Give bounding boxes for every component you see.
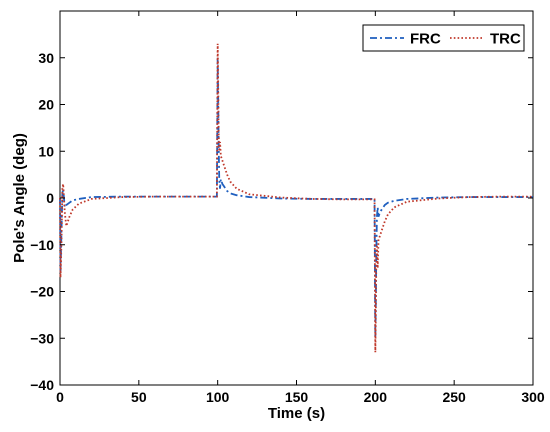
x-axis-label: Time (s) <box>268 405 325 422</box>
x-tick-label: 100 <box>206 389 230 405</box>
series-line-trc <box>59 43 533 353</box>
legend: FRC TRC <box>362 24 525 52</box>
y-tick-label: 0 <box>46 190 54 206</box>
y-tick-label: 30 <box>38 50 54 66</box>
y-tick-label: −40 <box>30 377 54 393</box>
series-layer <box>59 43 533 353</box>
axes-layer: 0 50 100 150 200 250 300 −40 −30 −20 −10 0 10 20 30 <box>30 11 545 405</box>
x-tick-label: 300 <box>521 389 545 405</box>
legend-label-trc: TRC <box>490 31 521 48</box>
y-axis-label: Pole's Angle (deg) <box>11 133 28 263</box>
y-tick-label: −30 <box>30 330 54 346</box>
legend-label-frc: FRC <box>410 31 441 48</box>
y-tick-label: 10 <box>38 143 54 159</box>
y-tick-label: −10 <box>30 237 54 253</box>
x-tick-label: 50 <box>131 389 147 405</box>
x-tick-label: 150 <box>285 389 309 405</box>
series-line-frc <box>59 57 533 339</box>
y-tick-label: 20 <box>38 97 54 113</box>
x-tick-label: 250 <box>442 389 466 405</box>
y-tick-label: −20 <box>30 284 54 300</box>
x-tick-label: 200 <box>364 389 388 405</box>
x-tick-label: 0 <box>56 389 64 405</box>
